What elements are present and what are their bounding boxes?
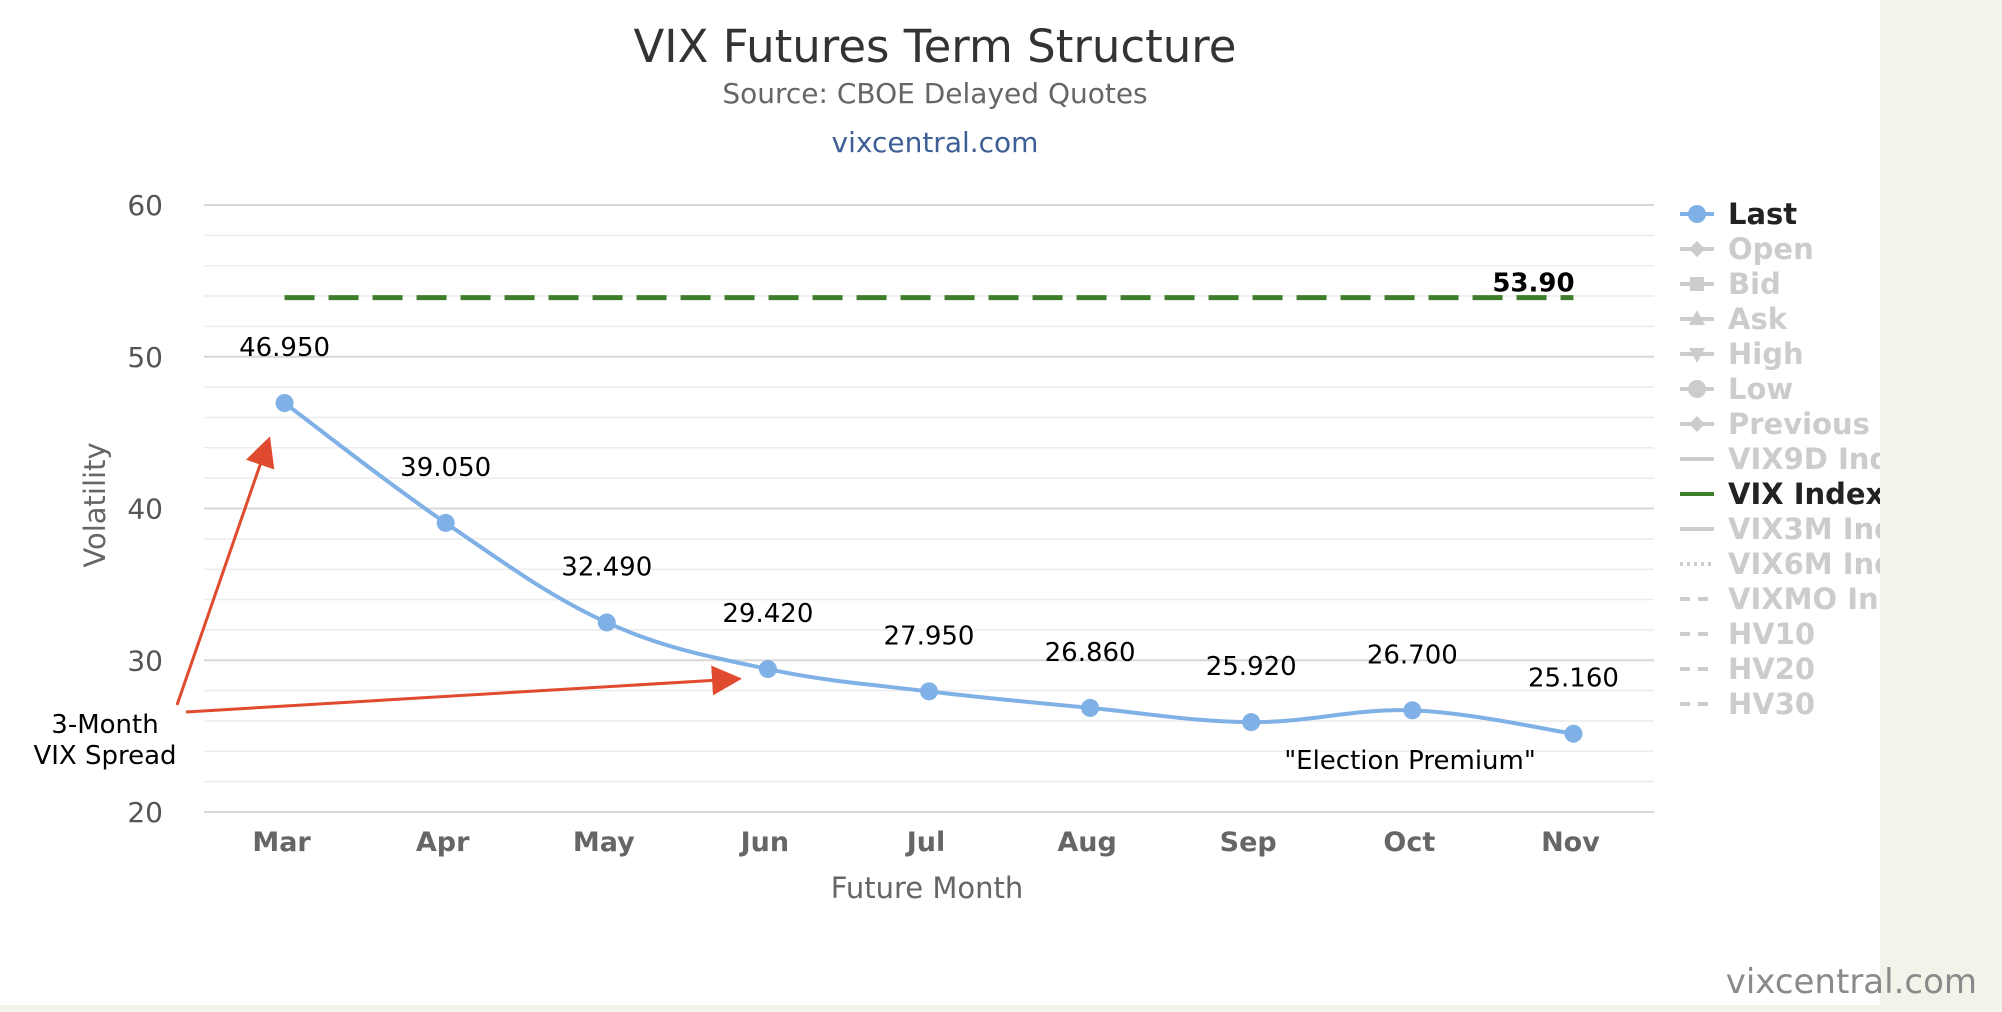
- legend-item-previous-close[interactable]: Previous Close: [1680, 407, 1880, 441]
- legend-label: Bid: [1728, 267, 1781, 301]
- last-data-point: [436, 513, 455, 532]
- x-axis-title: Future Month: [831, 871, 1023, 905]
- legend-item-vix-index[interactable]: VIX Index: [1680, 477, 1880, 511]
- last-data-label: 29.420: [722, 599, 813, 629]
- legend-label: HV10: [1728, 617, 1815, 651]
- y-tick-label: 30: [127, 644, 163, 677]
- last-data-label: 27.950: [884, 621, 975, 651]
- last-data-label: 25.160: [1528, 664, 1619, 694]
- x-tick-label: Nov: [1541, 827, 1600, 858]
- legend-item-open[interactable]: Open: [1680, 232, 1814, 266]
- last-series: 46.950 39.050 32.490 29.420 27.950 26.860 25.9…: [239, 333, 1619, 743]
- chart-title: VIX Futures Term Structure: [634, 20, 1237, 73]
- legend-label: High: [1728, 337, 1804, 371]
- chart-subtitle: Source: CBOE Delayed Quotes: [722, 77, 1147, 110]
- vix-term-structure-chart: VIX Futures Term Structure Source: CBOE …: [33, 20, 1880, 905]
- legend-label: VIX Index: [1728, 477, 1880, 511]
- spread-arrow-to-jun: [185, 665, 742, 714]
- spread-annotation-line-2: VIX Spread: [33, 741, 176, 771]
- legend-diamond-icon: [1689, 416, 1705, 432]
- last-data-label: 39.050: [400, 453, 491, 483]
- legend-label: Previous Close: [1728, 407, 1880, 441]
- spread-arrow-to-mar: [175, 436, 275, 706]
- legend-label: Low: [1728, 372, 1793, 406]
- last-data-label: 26.700: [1367, 640, 1458, 670]
- last-data-label: 46.950: [239, 333, 330, 363]
- last-data-point: [1403, 701, 1422, 720]
- y-axis-title: Volatility: [78, 442, 112, 567]
- last-data-point: [1564, 724, 1583, 743]
- last-data-point: [597, 613, 616, 632]
- x-tick-label: Aug: [1057, 827, 1116, 858]
- y-tick-label: 20: [127, 796, 163, 829]
- legend-label: VIX6M Index: [1728, 547, 1880, 581]
- legend-item-vix3m-index[interactable]: VIX3M Index: [1680, 512, 1880, 546]
- legend-item-vix6m-index[interactable]: VIX6M Index: [1680, 547, 1880, 581]
- last-data-point: [1242, 713, 1261, 732]
- legend-label: VIX3M Index: [1728, 512, 1880, 546]
- y-tick-label: 40: [127, 493, 163, 526]
- x-tick-label: May: [573, 827, 635, 858]
- vix-index-value-label: 53.90: [1492, 269, 1574, 299]
- vix-index-series: 53.90: [284, 266, 1577, 301]
- legend-item-vix9d-index[interactable]: VIX9D Index: [1680, 442, 1880, 476]
- watermark-text: vixcentral.com: [1726, 962, 1977, 1002]
- y-tick-label: 50: [127, 341, 163, 374]
- x-tick-label: Sep: [1220, 827, 1277, 858]
- legend-item-ask[interactable]: Ask: [1680, 302, 1788, 336]
- legend-label: Last: [1728, 197, 1797, 231]
- legend-item-low[interactable]: Low: [1680, 372, 1793, 406]
- legend-label: HV30: [1728, 687, 1815, 721]
- legend-label: VIX9D Index: [1728, 442, 1880, 476]
- last-data-label: 25.920: [1206, 652, 1297, 682]
- legend-circle-icon: [1688, 380, 1706, 398]
- legend-item-last[interactable]: Last: [1680, 197, 1797, 231]
- watermark: vixcentral.com: [1726, 962, 1977, 1002]
- last-data-point: [275, 394, 294, 413]
- last-data-label: 32.490: [561, 552, 652, 582]
- legend-triangle-down-icon: [1689, 348, 1705, 363]
- legend-label: Ask: [1728, 302, 1788, 336]
- legend-item-bid[interactable]: Bid: [1680, 267, 1781, 301]
- last-data-point: [920, 682, 938, 701]
- legend-item-high[interactable]: High: [1680, 337, 1804, 371]
- legend-square-icon: [1690, 277, 1704, 291]
- last-data-point: [758, 660, 777, 679]
- legend-label: HV20: [1728, 652, 1815, 686]
- chart-credit-link[interactable]: vixcentral.com: [832, 126, 1039, 159]
- x-tick-label: Apr: [416, 827, 470, 858]
- x-axis: Mar Apr May Jun Jul Aug Sep Oct Nov: [252, 827, 1600, 858]
- y-axis: 20 30 40 50 60: [127, 189, 163, 829]
- x-tick-label: Jul: [905, 827, 946, 858]
- legend-label: Open: [1728, 232, 1814, 266]
- x-tick-label: Oct: [1383, 827, 1435, 858]
- legend-item-hv30[interactable]: HV30: [1680, 687, 1815, 721]
- election-premium-annotation: "Election Premium": [1284, 746, 1536, 776]
- x-tick-label: Jun: [739, 827, 790, 858]
- annotations: 3-Month VIX Spread "Election Premium": [33, 436, 1536, 776]
- legend-circle-icon: [1688, 205, 1706, 223]
- last-data-label: 26.860: [1045, 638, 1136, 668]
- legend-item-hv20[interactable]: HV20: [1680, 652, 1815, 686]
- legend-item-hv10[interactable]: HV10: [1680, 617, 1815, 651]
- spread-annotation-line-1: 3-Month: [51, 710, 158, 740]
- y-tick-label: 60: [127, 189, 163, 222]
- last-data-point: [1081, 698, 1100, 717]
- legend-label: VIXMO Index: [1728, 582, 1880, 616]
- x-tick-label: Mar: [252, 827, 311, 858]
- legend-triangle-icon: [1689, 310, 1705, 325]
- legend-diamond-icon: [1689, 241, 1705, 257]
- legend-item-vixmo-index[interactable]: VIXMO Index: [1680, 582, 1880, 616]
